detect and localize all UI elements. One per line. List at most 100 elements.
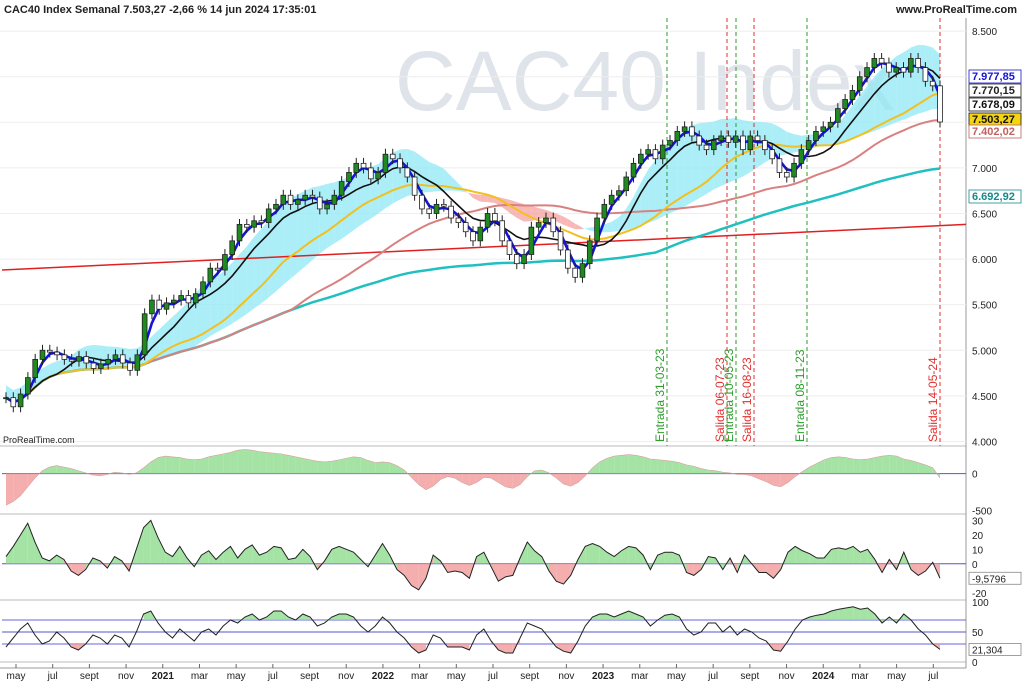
price-bar-body bbox=[178, 295, 184, 301]
price-bar-body bbox=[689, 126, 695, 137]
price-bar-body bbox=[397, 158, 403, 169]
oscillator-1-pos-area bbox=[715, 470, 723, 474]
oscillator-2-neg-area bbox=[549, 563, 557, 582]
oscillator-3-tick: 0 bbox=[972, 658, 978, 669]
oscillator-1-pos-area bbox=[215, 453, 224, 474]
price-bar-body bbox=[156, 299, 163, 310]
price-bar-body bbox=[280, 194, 287, 205]
oscillator-1-pos-area bbox=[679, 462, 687, 474]
y-tick-label: 8.500 bbox=[972, 27, 997, 38]
oscillator-3-neg-area bbox=[563, 644, 571, 653]
price-bar-body bbox=[214, 267, 221, 271]
oscillator-2-pos-area bbox=[244, 544, 253, 564]
oscillator-1-pos-area bbox=[592, 461, 600, 474]
oscillator-1-neg-area bbox=[505, 473, 513, 489]
price-bar-body bbox=[696, 135, 703, 146]
y-tick-label: 5.000 bbox=[972, 346, 997, 357]
oscillator-1-pos-area bbox=[223, 452, 231, 474]
price-bar-body bbox=[61, 354, 68, 360]
cloud-segment bbox=[648, 160, 656, 224]
price-bar-body bbox=[404, 167, 411, 178]
price-bar-body bbox=[441, 203, 447, 207]
oscillator-1-pos-area bbox=[911, 460, 919, 474]
oscillator-1-pos-area bbox=[295, 456, 303, 474]
price-bar-body bbox=[455, 217, 462, 224]
price-bar-body bbox=[659, 144, 666, 160]
price-bar-body bbox=[200, 281, 206, 295]
cloud-segment bbox=[786, 131, 795, 155]
price-bar-body bbox=[185, 295, 192, 304]
x-tick-label: jul bbox=[487, 671, 498, 682]
oscillator-2-pos-area bbox=[302, 549, 311, 564]
price-bar-body bbox=[856, 76, 863, 91]
oscillator-2-neg-area bbox=[396, 563, 405, 576]
cloud-segment bbox=[275, 204, 284, 292]
oscillator-1-pos-area bbox=[672, 461, 680, 474]
oscillator-2-neg-area bbox=[918, 563, 926, 576]
oscillator-3-pos-area bbox=[331, 614, 340, 620]
price-bar-body bbox=[543, 217, 549, 224]
oscillator-2-neg-area bbox=[462, 563, 470, 579]
oscillator-1-pos-area bbox=[874, 456, 883, 474]
oscillator-1-pos-area bbox=[375, 461, 383, 474]
oscillator-1-pos-area bbox=[360, 457, 369, 474]
oscillator-2-pos-area bbox=[802, 550, 810, 564]
price-bar-body bbox=[732, 135, 739, 143]
oscillator-2-pos-area bbox=[179, 546, 188, 564]
oscillator-2-pos-area bbox=[34, 542, 43, 564]
oscillator-1-neg-area bbox=[570, 473, 578, 487]
price-bar-body bbox=[725, 135, 732, 143]
oscillator-1-pos-area bbox=[802, 467, 810, 474]
oscillator-3-pos-area bbox=[244, 614, 253, 620]
price-bar-body bbox=[783, 172, 790, 178]
watermark: CAC40 Index bbox=[395, 34, 895, 128]
price-bar-body bbox=[273, 203, 279, 210]
price-bar-body bbox=[513, 254, 520, 265]
price-bar-body bbox=[776, 158, 783, 173]
oscillator-1-pos-area bbox=[237, 449, 245, 474]
label-ma-black: 7.770,15 bbox=[972, 85, 1015, 97]
x-tick-label: jul bbox=[267, 671, 278, 682]
oscillator-1-neg-area bbox=[425, 473, 434, 490]
oscillator-1-neg-area bbox=[751, 473, 759, 479]
oscillator-3-neg-area bbox=[773, 644, 781, 652]
price-bar-body bbox=[229, 240, 236, 255]
credit-label: ProRealTime.com bbox=[3, 435, 75, 445]
cloud-segment bbox=[443, 168, 452, 191]
cloud-segment bbox=[823, 129, 831, 146]
price-bar-body bbox=[506, 240, 513, 255]
price-bar-body bbox=[535, 222, 542, 228]
cloud-segment bbox=[859, 86, 868, 137]
price-labels: 7.977,85 7.770,15 7.678,09 7.503,277.402,02… bbox=[968, 69, 1022, 656]
oscillator-1-neg-area bbox=[454, 473, 463, 483]
oscillator-3-pos-area bbox=[614, 614, 622, 620]
oscillator-2-pos-area bbox=[237, 549, 245, 564]
oscillator-2-pos-area bbox=[56, 555, 64, 564]
price-bar-body bbox=[550, 217, 557, 233]
oscillator-1-pos-area bbox=[831, 456, 839, 474]
oscillator-3-pos-area bbox=[816, 614, 825, 620]
oscillator-2-pos-area bbox=[165, 552, 173, 564]
price-bar-body bbox=[805, 140, 812, 151]
x-tick-label: may bbox=[887, 671, 906, 682]
price-bar-body bbox=[667, 140, 673, 146]
oscillator-2-pos-area bbox=[520, 542, 528, 564]
oscillator-2-value-label: -9,5796 bbox=[972, 574, 1006, 585]
label-ma-black-box bbox=[968, 83, 1022, 98]
price-bar-body bbox=[98, 363, 104, 369]
signal-label: Entrada 31-03-23 bbox=[653, 348, 667, 442]
cloud-segment bbox=[611, 217, 619, 232]
x-tick-label: 2023 bbox=[592, 671, 615, 682]
cloud-segment bbox=[925, 45, 933, 112]
price-bar-body bbox=[849, 89, 856, 100]
x-tick-label: may bbox=[7, 671, 26, 682]
oscillator-1-pos-area bbox=[824, 457, 832, 474]
oscillator-3-pos-area bbox=[628, 611, 636, 620]
price-bar-body bbox=[258, 220, 265, 224]
price-bar-body bbox=[68, 358, 75, 362]
oscillator-1-pos-area bbox=[664, 460, 673, 474]
x-tick-label: 2024 bbox=[812, 671, 835, 682]
oscillator-1-neg-area bbox=[469, 473, 477, 486]
price-bar-body bbox=[937, 85, 943, 123]
